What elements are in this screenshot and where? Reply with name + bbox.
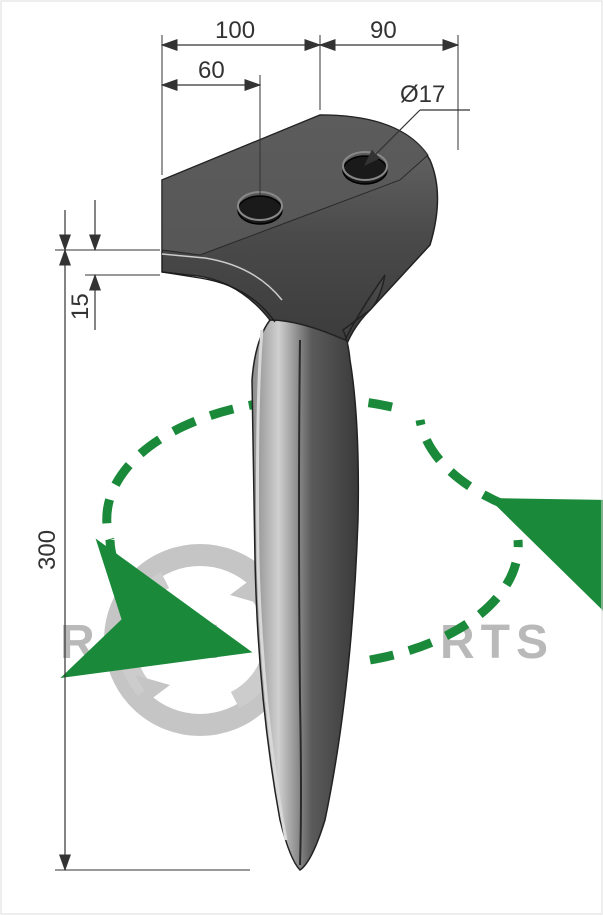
dim-100: 100 xyxy=(215,17,255,44)
dim-60: 60 xyxy=(198,57,225,84)
tine-part xyxy=(162,115,438,870)
dim-15: 15 xyxy=(67,293,94,320)
watermark-text-left: R D M xyxy=(60,616,226,669)
watermark-text-right: RTS xyxy=(440,616,554,669)
dim-90: 90 xyxy=(370,17,397,44)
dim-300: 300 xyxy=(34,530,61,570)
dim-dia: Ø17 xyxy=(400,81,445,108)
